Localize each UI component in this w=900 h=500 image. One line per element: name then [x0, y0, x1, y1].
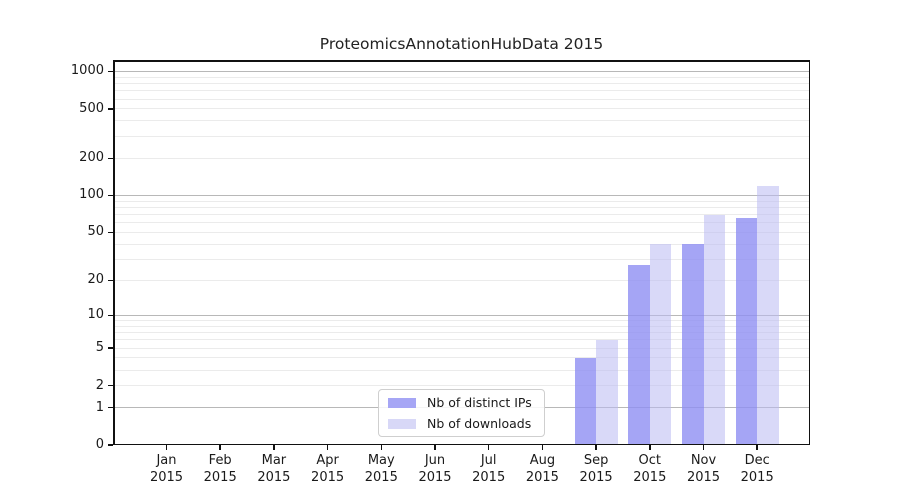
y-tick-label: 5: [95, 340, 104, 356]
bar-nb-of-distinct-ips-dec: [735, 217, 758, 445]
y-tick-label: 50: [87, 224, 104, 240]
spine-top: [113, 60, 810, 62]
x-tick-label-jun: Jun 2015: [418, 453, 452, 485]
x-tick-label-may: May 2015: [364, 453, 398, 485]
bar-nb-of-downloads-oct: [649, 244, 672, 445]
x-tick-mark: [702, 445, 705, 450]
gridline-minor: [113, 222, 810, 224]
x-tick-mark: [487, 445, 490, 450]
legend: Nb of distinct IPs Nb of downloads: [378, 389, 545, 437]
gridline-minor: [113, 76, 810, 78]
gridline-major: [113, 314, 810, 316]
x-tick-mark: [649, 445, 651, 450]
y-tick-label: 1: [95, 399, 104, 415]
gridline-minor: [113, 108, 810, 110]
bar-nb-of-downloads-nov: [703, 214, 725, 445]
gridline-minor: [113, 369, 810, 371]
bar-nb-of-downloads-dec: [757, 185, 779, 445]
legend-swatch-distinct-ips-icon: [388, 397, 416, 408]
y-tick-mark: [108, 70, 113, 73]
gridline-minor: [113, 243, 810, 245]
bar-nb-of-downloads-sep: [596, 339, 618, 445]
x-tick-label-aug: Aug 2015: [525, 453, 559, 485]
legend-label-downloads: Nb of downloads: [427, 415, 532, 431]
x-tick-mark: [756, 445, 758, 450]
bar-nb-of-distinct-ips-sep: [574, 357, 597, 445]
legend-swatch-downloads-icon: [388, 418, 416, 429]
gridline-minor: [113, 357, 810, 359]
x-tick-mark: [595, 445, 597, 450]
x-tick-mark: [273, 445, 275, 450]
y-tick-mark: [108, 384, 113, 387]
gridline-minor: [113, 82, 810, 84]
y-tick-mark: [108, 406, 113, 409]
y-tick-mark: [108, 314, 113, 317]
y-tick-mark: [108, 194, 113, 197]
gridline-minor: [113, 135, 810, 137]
plot-area: [113, 60, 810, 445]
spine-right: [808, 60, 810, 445]
y-tick-label: 20: [87, 272, 104, 288]
gridline-minor: [113, 231, 810, 233]
gridline-minor: [113, 347, 810, 349]
x-tick-label-oct: Oct 2015: [633, 453, 667, 485]
x-tick-mark: [541, 445, 544, 450]
gridline-minor: [113, 385, 810, 387]
gridline-minor: [113, 120, 810, 122]
x-tick-label-apr: Apr 2015: [311, 453, 345, 485]
y-tick-label: 500: [79, 100, 104, 116]
y-tick-label: 2: [95, 377, 104, 393]
x-tick-mark: [434, 445, 436, 450]
y-tick-mark: [108, 347, 113, 349]
gridline-minor: [113, 332, 810, 334]
y-tick-mark: [108, 108, 113, 110]
legend-item-downloads: Nb of downloads: [379, 415, 544, 433]
y-tick-mark: [108, 444, 113, 446]
spine-left: [113, 60, 115, 445]
x-tick-mark: [165, 445, 168, 450]
y-tick-label: 0: [95, 437, 104, 452]
x-tick-label-dec: Dec 2015: [740, 453, 774, 485]
x-tick-label-nov: Nov 2015: [686, 453, 721, 485]
x-tick-label-mar: Mar 2015: [257, 453, 291, 485]
gridline-minor: [113, 325, 810, 327]
x-tick-label-feb: Feb 2015: [203, 453, 237, 485]
y-tick-mark: [108, 279, 113, 282]
y-tick-mark: [108, 157, 113, 159]
y-tick-label: 100: [79, 187, 104, 203]
gridline-minor: [113, 206, 810, 208]
bar-nb-of-distinct-ips-nov: [682, 244, 704, 445]
x-tick-label-sep: Sep 2015: [579, 453, 613, 485]
legend-item-distinct-ips: Nb of distinct IPs: [379, 394, 544, 412]
x-tick-mark: [326, 445, 329, 450]
gridline-minor: [113, 214, 810, 216]
x-tick-label-jan: Jan 2015: [149, 453, 184, 485]
y-tick-label: 1000: [70, 63, 104, 79]
gridline-major: [113, 70, 810, 72]
legend-label-distinct-ips: Nb of distinct IPs: [427, 394, 532, 410]
x-tick-mark: [380, 445, 383, 450]
spine-bottom: [113, 443, 810, 445]
gridline-minor: [113, 258, 810, 260]
bar-nb-of-distinct-ips-oct: [628, 264, 650, 445]
gridline-minor: [113, 279, 810, 281]
gridline-minor: [113, 200, 810, 202]
y-tick-label: 10: [87, 307, 104, 323]
gridline-minor: [113, 157, 810, 159]
gridline-minor: [113, 90, 810, 92]
x-tick-mark: [219, 445, 221, 450]
gridline-minor: [113, 320, 810, 321]
gridline-minor: [113, 339, 810, 341]
y-tick-label: 200: [79, 150, 104, 166]
gridline-minor: [113, 98, 810, 100]
x-tick-label-jul: Jul 2015: [472, 453, 506, 485]
gridline-major: [113, 194, 810, 196]
chart-title: ProteomicsAnnotationHubData 2015: [319, 35, 604, 53]
y-tick-mark: [108, 231, 113, 234]
